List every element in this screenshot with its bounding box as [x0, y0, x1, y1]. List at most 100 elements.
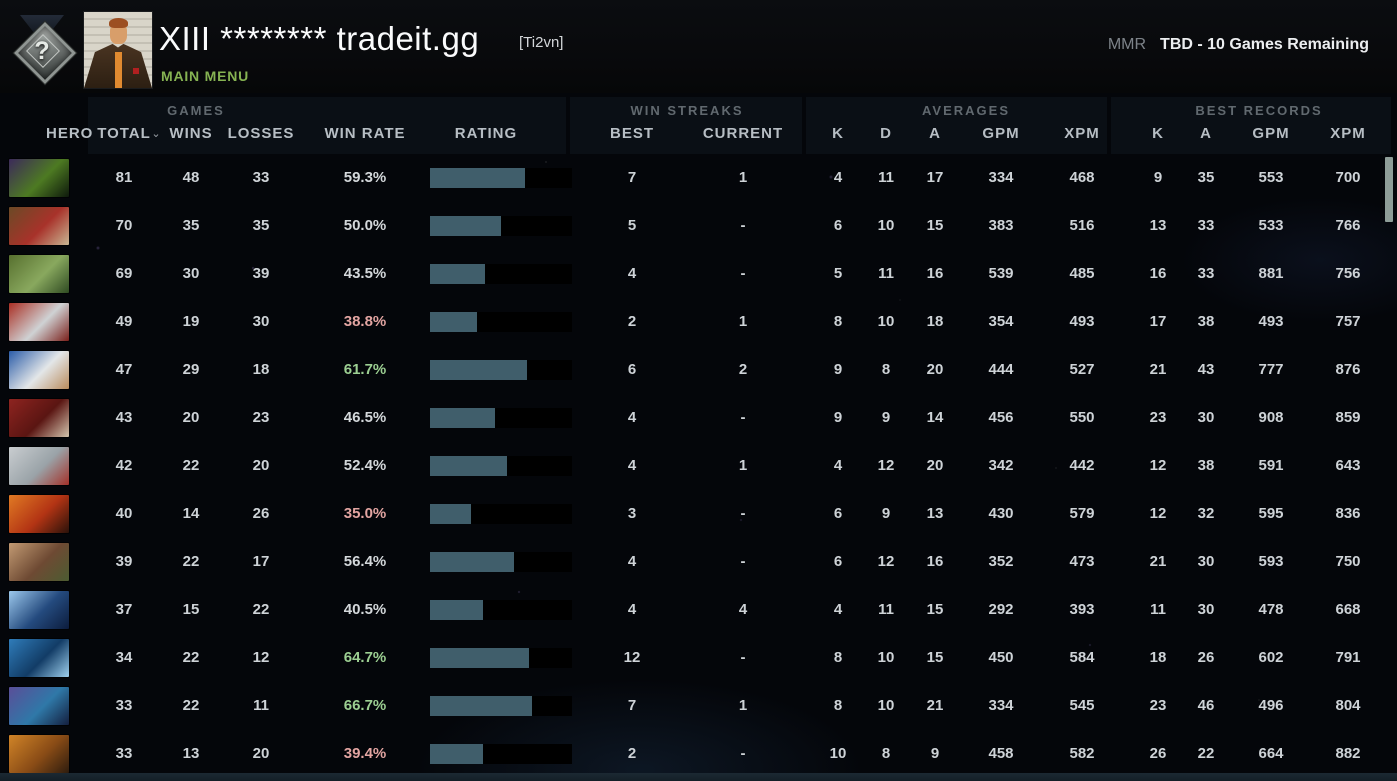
table-row[interactable]: 39 22 17 56.4% 4 - 6 12 16 352 473 21 30…	[0, 538, 1397, 586]
col-header-streak-current[interactable]: CURRENT	[702, 125, 784, 142]
cell-avg-kills: 6	[833, 505, 843, 522]
table-row[interactable]: 37 15 22 40.5% 4 4 4 11 15 292 393 11 30…	[0, 586, 1397, 634]
cell-avg-kills: 4	[833, 601, 843, 618]
hero-portrait[interactable]	[9, 495, 69, 533]
rating-bar	[430, 696, 572, 716]
cell-best-xpm: 791	[1335, 649, 1361, 666]
table-row[interactable]: 49 19 30 38.8% 2 1 8 10 18 354 493 17 38…	[0, 298, 1397, 346]
cell-best-xpm: 766	[1335, 217, 1361, 234]
cell-losses: 23	[252, 409, 270, 426]
col-header-best-kills[interactable]: K	[1152, 125, 1164, 142]
rating-bar-fill	[430, 696, 533, 716]
cell-avg-kills: 6	[833, 553, 843, 570]
rating-bar-fill	[430, 648, 530, 668]
cell-best-xpm: 882	[1335, 745, 1361, 762]
best-records-panel	[1111, 97, 1391, 154]
col-header-streak-best[interactable]: BEST	[609, 125, 655, 142]
col-header-avg-gpm[interactable]: GPM	[982, 125, 1020, 142]
avatar-pocket-square	[133, 68, 139, 74]
hero-portrait[interactable]	[9, 351, 69, 389]
table-row[interactable]: 34 22 12 64.7% 12 - 8 10 15 450 584 18 2…	[0, 634, 1397, 682]
table-row[interactable]: 81 48 33 59.3% 7 1 4 11 17 334 468 9 35 …	[0, 154, 1397, 202]
hero-portrait[interactable]	[9, 207, 69, 245]
col-header-hero[interactable]: HERO	[46, 125, 94, 142]
cell-best-kills: 18	[1149, 649, 1167, 666]
cell-best-kills: 13	[1149, 217, 1167, 234]
cell-win-rate: 40.5%	[343, 601, 387, 618]
col-header-avg-kills[interactable]: K	[832, 125, 844, 142]
cell-streak-best: 2	[627, 313, 637, 330]
cell-best-kills: 17	[1149, 313, 1167, 330]
table-row[interactable]: 47 29 18 61.7% 6 2 9 8 20 444 527 21 43 …	[0, 346, 1397, 394]
cell-best-gpm: 664	[1258, 745, 1284, 762]
cell-wins: 20	[182, 409, 200, 426]
col-header-best-xpm[interactable]: XPM	[1330, 125, 1366, 142]
rating-bar-fill	[430, 216, 501, 236]
hero-portrait[interactable]	[9, 159, 69, 197]
col-header-avg-deaths[interactable]: D	[880, 125, 892, 142]
cell-losses: 17	[252, 553, 270, 570]
sort-descending-icon[interactable]: ⌄	[151, 128, 161, 140]
main-menu-label[interactable]: MAIN MENU	[161, 68, 250, 84]
cell-losses: 20	[252, 745, 270, 762]
table-row[interactable]: 69 30 39 43.5% 4 - 5 11 16 539 485 16 33…	[0, 250, 1397, 298]
cell-avg-xpm: 582	[1069, 745, 1095, 762]
col-header-wins[interactable]: WINS	[169, 125, 213, 142]
cell-streak-best: 5	[627, 217, 637, 234]
cell-avg-assists: 16	[926, 553, 944, 570]
cell-best-gpm: 908	[1258, 409, 1284, 426]
hero-portrait[interactable]	[9, 399, 69, 437]
cell-total-games: 34	[115, 649, 133, 666]
hero-portrait[interactable]	[9, 591, 69, 629]
cell-wins: 15	[182, 601, 200, 618]
col-header-avg-xpm[interactable]: XPM	[1064, 125, 1100, 142]
cell-best-gpm: 478	[1258, 601, 1284, 618]
avatar[interactable]	[84, 12, 152, 88]
cell-avg-gpm: 352	[988, 553, 1014, 570]
col-header-best-gpm[interactable]: GPM	[1252, 125, 1290, 142]
cell-best-assists: 26	[1197, 649, 1215, 666]
table-header: GAMES WIN STREAKS AVERAGES BEST RECORDS …	[0, 97, 1397, 154]
cell-best-assists: 30	[1197, 409, 1215, 426]
cell-avg-assists: 17	[926, 169, 944, 186]
table-row[interactable]: 43 20 23 46.5% 4 - 9 9 14 456 550 23 30 …	[0, 394, 1397, 442]
cell-avg-kills: 8	[833, 697, 843, 714]
table-row[interactable]: 42 22 20 52.4% 4 1 4 12 20 342 442 12 38…	[0, 442, 1397, 490]
cell-best-assists: 46	[1197, 697, 1215, 714]
table-row[interactable]: 70 35 35 50.0% 5 - 6 10 15 383 516 13 33…	[0, 202, 1397, 250]
col-header-total[interactable]: TOTAL	[97, 125, 151, 142]
hero-portrait[interactable]	[9, 639, 69, 677]
cell-avg-assists: 9	[930, 745, 940, 762]
col-header-win-rate[interactable]: WIN RATE	[324, 125, 406, 142]
cell-avg-deaths: 12	[877, 553, 895, 570]
table-row[interactable]: 33 22 11 66.7% 7 1 8 10 21 334 545 23 46…	[0, 682, 1397, 730]
col-header-best-assists[interactable]: A	[1200, 125, 1212, 142]
cell-losses: 30	[252, 313, 270, 330]
col-header-avg-assists[interactable]: A	[929, 125, 941, 142]
cell-best-assists: 38	[1197, 457, 1215, 474]
hero-portrait[interactable]	[9, 543, 69, 581]
table-row[interactable]: 40 14 26 35.0% 3 - 6 9 13 430 579 12 32 …	[0, 490, 1397, 538]
table-row[interactable]: 33 13 20 39.4% 2 - 10 8 9 458 582 26 22 …	[0, 730, 1397, 778]
cell-best-kills: 23	[1149, 409, 1167, 426]
cell-avg-assists: 16	[926, 265, 944, 282]
hero-portrait[interactable]	[9, 735, 69, 773]
cell-best-assists: 33	[1197, 217, 1215, 234]
cell-best-xpm: 757	[1335, 313, 1361, 330]
cell-streak-best: 4	[627, 409, 637, 426]
hero-portrait[interactable]	[9, 303, 69, 341]
cell-win-rate: 50.0%	[343, 217, 387, 234]
cell-streak-best: 12	[623, 649, 641, 666]
cell-best-assists: 22	[1197, 745, 1215, 762]
cell-best-gpm: 533	[1258, 217, 1284, 234]
hero-portrait[interactable]	[9, 255, 69, 293]
cell-avg-kills: 4	[833, 169, 843, 186]
hero-portrait[interactable]	[9, 447, 69, 485]
col-header-losses[interactable]: LOSSES	[227, 125, 295, 142]
group-label-averages: AVERAGES	[922, 103, 1010, 118]
scrollbar-thumb[interactable]	[1385, 157, 1393, 222]
cell-win-rate: 43.5%	[343, 265, 387, 282]
cell-best-xpm: 668	[1335, 601, 1361, 618]
hero-portrait[interactable]	[9, 687, 69, 725]
col-header-rating[interactable]: RATING	[454, 125, 518, 142]
